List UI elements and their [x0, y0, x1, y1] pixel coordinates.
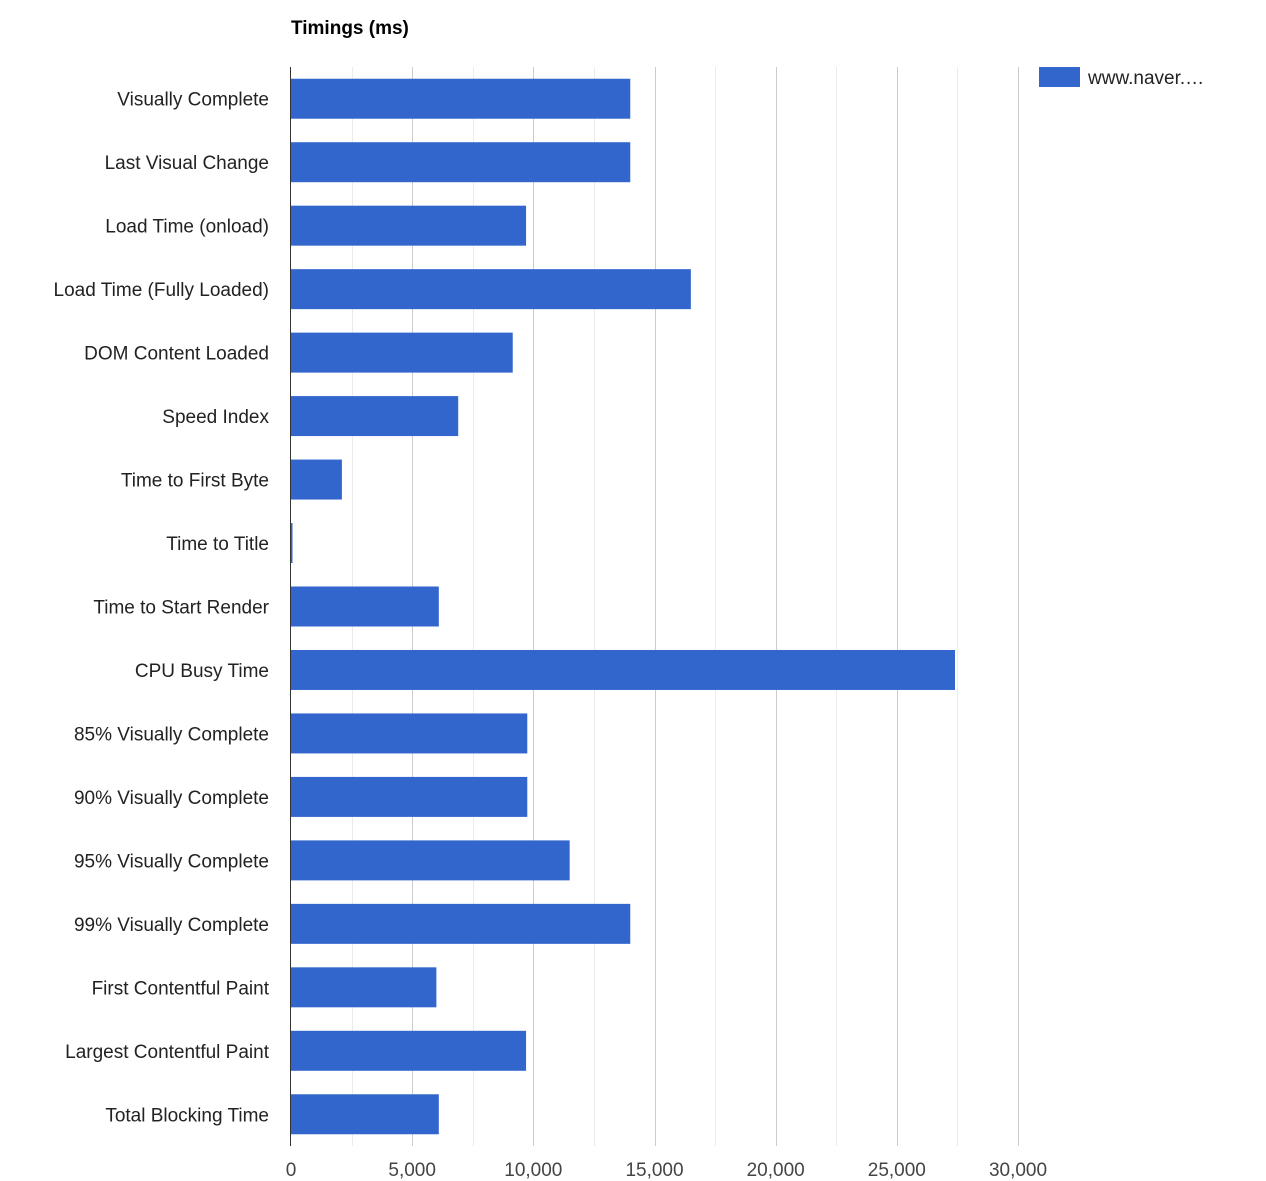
- legend-swatch: [1039, 67, 1080, 87]
- category-label: DOM Content Loaded: [84, 344, 269, 365]
- bar: [291, 269, 691, 310]
- bar: [291, 1030, 527, 1071]
- category-label: First Contentful Paint: [92, 978, 270, 999]
- category-label: 95% Visually Complete: [74, 851, 269, 872]
- x-tick-label: 25,000: [868, 1160, 926, 1181]
- bar: [291, 332, 513, 373]
- x-tick-label: 20,000: [747, 1160, 805, 1181]
- bar: [291, 586, 439, 627]
- x-tick-label: 0: [286, 1160, 297, 1181]
- category-label: Last Visual Change: [105, 153, 269, 174]
- x-axis-ticks: 0 5,000 10,000 15,000 20,000 25,000 30,000: [286, 1160, 1047, 1181]
- bar: [291, 713, 528, 754]
- chart-title: Timings (ms): [291, 18, 409, 39]
- category-label: Time to Start Render: [93, 598, 269, 619]
- category-label: Visually Complete: [117, 90, 269, 111]
- bar: [291, 967, 437, 1008]
- x-tick-label: 15,000: [625, 1160, 683, 1181]
- bar: [291, 205, 527, 246]
- category-label: 99% Visually Complete: [74, 915, 269, 936]
- bar: [291, 459, 342, 500]
- category-label: CPU Busy Time: [135, 661, 269, 682]
- legend[interactable]: www.naver.…: [1039, 67, 1204, 89]
- category-label: Time to First Byte: [121, 471, 269, 492]
- bar: [291, 903, 631, 944]
- bar: [291, 649, 955, 690]
- category-label: 90% Visually Complete: [74, 788, 269, 809]
- bar: [291, 523, 293, 564]
- category-labels: Visually Complete Last Visual Change Load …: [54, 90, 270, 1127]
- category-label: Speed Index: [162, 407, 269, 428]
- bar: [291, 840, 570, 881]
- category-label: Total Blocking Time: [105, 1105, 269, 1126]
- x-tick-label: 30,000: [989, 1160, 1047, 1181]
- category-label: Largest Contentful Paint: [65, 1042, 270, 1063]
- bars: [291, 78, 955, 1135]
- bar: [291, 776, 528, 817]
- bar: [291, 1094, 439, 1135]
- category-label: Load Time (Fully Loaded): [54, 280, 269, 301]
- gridlines: [352, 67, 1019, 1146]
- bar: [291, 396, 459, 437]
- x-tick-label: 10,000: [504, 1160, 562, 1181]
- category-label: Load Time (onload): [105, 217, 269, 238]
- legend-label: www.naver.…: [1087, 68, 1204, 89]
- category-label: 85% Visually Complete: [74, 724, 269, 745]
- bar: [291, 142, 631, 183]
- x-tick-label: 5,000: [388, 1160, 436, 1181]
- category-label: Time to Title: [166, 534, 269, 555]
- bar: [291, 78, 631, 119]
